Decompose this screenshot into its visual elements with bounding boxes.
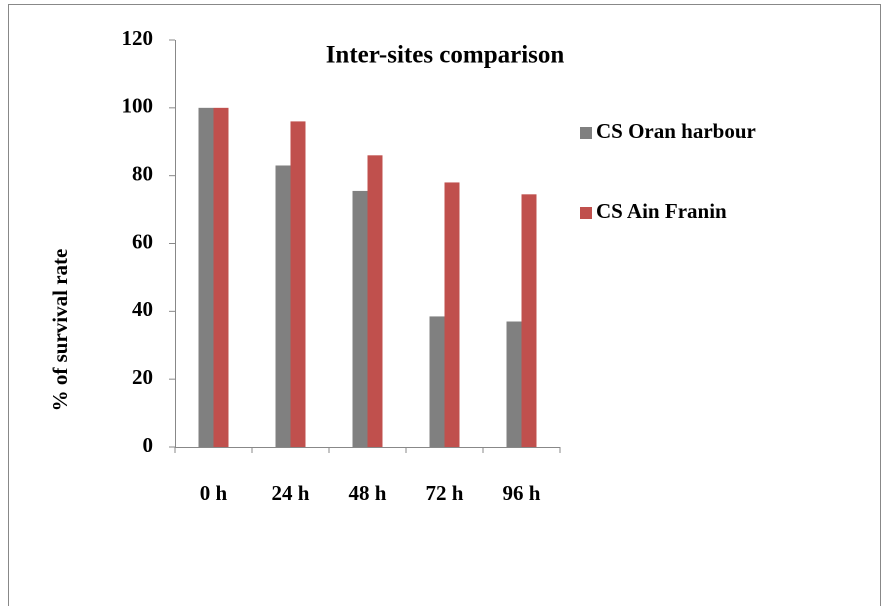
- bar: [521, 194, 537, 447]
- bar: [275, 165, 291, 447]
- bar: [429, 316, 445, 447]
- bar: [213, 107, 229, 447]
- y-tick-label: 120: [122, 26, 154, 50]
- chart-title: Inter-sites comparison: [326, 42, 565, 69]
- y-axis-label: % of survival rate: [48, 249, 72, 412]
- legend-swatch: [580, 127, 592, 139]
- bar: [290, 121, 306, 448]
- y-tick-label: 60: [132, 229, 153, 253]
- bar: [506, 321, 522, 447]
- legend-swatch: [580, 207, 592, 219]
- x-tick-label: 72 h: [426, 481, 464, 505]
- bar: [352, 190, 368, 447]
- x-tick-label: 48 h: [349, 481, 387, 505]
- legend-label: CS Ain Franin: [596, 199, 727, 223]
- y-tick-label: 0: [143, 433, 154, 457]
- bar: [367, 155, 383, 448]
- x-tick-label: 96 h: [503, 481, 541, 505]
- y-tick-label: 40: [132, 297, 153, 321]
- y-tick-label: 20: [132, 365, 153, 389]
- bar: [444, 182, 460, 447]
- x-tick-label: 24 h: [272, 481, 310, 505]
- y-tick-label: 100: [122, 94, 154, 118]
- x-tick-label: 0 h: [200, 481, 228, 505]
- chart-frame: [8, 4, 881, 606]
- y-tick-label: 80: [132, 161, 153, 185]
- legend-label: CS Oran harbour: [596, 119, 756, 143]
- bar: [198, 107, 214, 447]
